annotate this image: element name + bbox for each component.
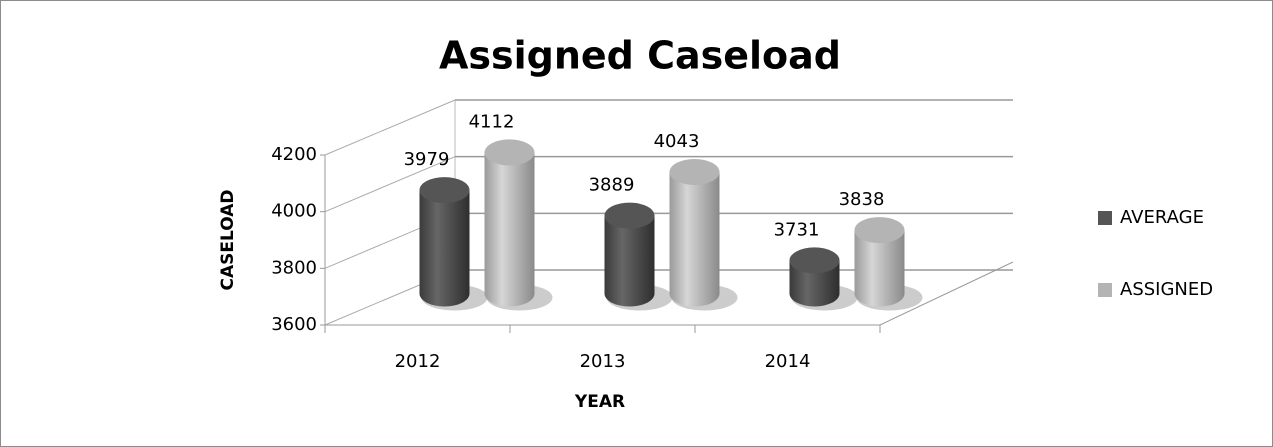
bar-top: [604, 202, 655, 229]
chart-title: Assigned Caseload: [439, 34, 841, 78]
y-tick-label: 3600: [271, 314, 317, 335]
bar: [484, 152, 535, 307]
legend-swatch: [1098, 283, 1112, 297]
legend-label: ASSIGNED: [1120, 279, 1213, 300]
y-tick-label: 3800: [271, 257, 317, 278]
bar-top: [484, 139, 535, 166]
data-label: 3838: [839, 189, 885, 210]
grid-line: [324, 99, 456, 156]
data-label: 3889: [589, 175, 635, 196]
bar-top: [669, 158, 720, 185]
legend-swatch: [1098, 211, 1112, 225]
x-axis-label: YEAR: [574, 392, 625, 412]
bar: [669, 171, 720, 307]
x-tick-label: 2012: [395, 351, 441, 372]
bar: [789, 260, 840, 307]
legend-label: AVERAGE: [1120, 207, 1204, 228]
x-tick-label: 2013: [580, 351, 626, 372]
bar-top: [789, 247, 840, 274]
y-axis-label: CASELOAD: [218, 190, 238, 291]
y-tick-label: 4000: [271, 201, 317, 222]
x-tick-label: 2014: [765, 351, 811, 372]
y-tick-label: 4200: [271, 144, 317, 165]
grid-line: [324, 156, 456, 213]
bar: [419, 190, 470, 307]
data-label: 4112: [469, 111, 515, 132]
data-label: 3731: [774, 219, 820, 240]
bar-top: [419, 177, 470, 204]
bar-top: [854, 217, 905, 244]
data-label: 3979: [404, 149, 450, 170]
bar: [854, 230, 905, 307]
bar: [604, 215, 655, 307]
data-label: 4043: [654, 131, 700, 152]
